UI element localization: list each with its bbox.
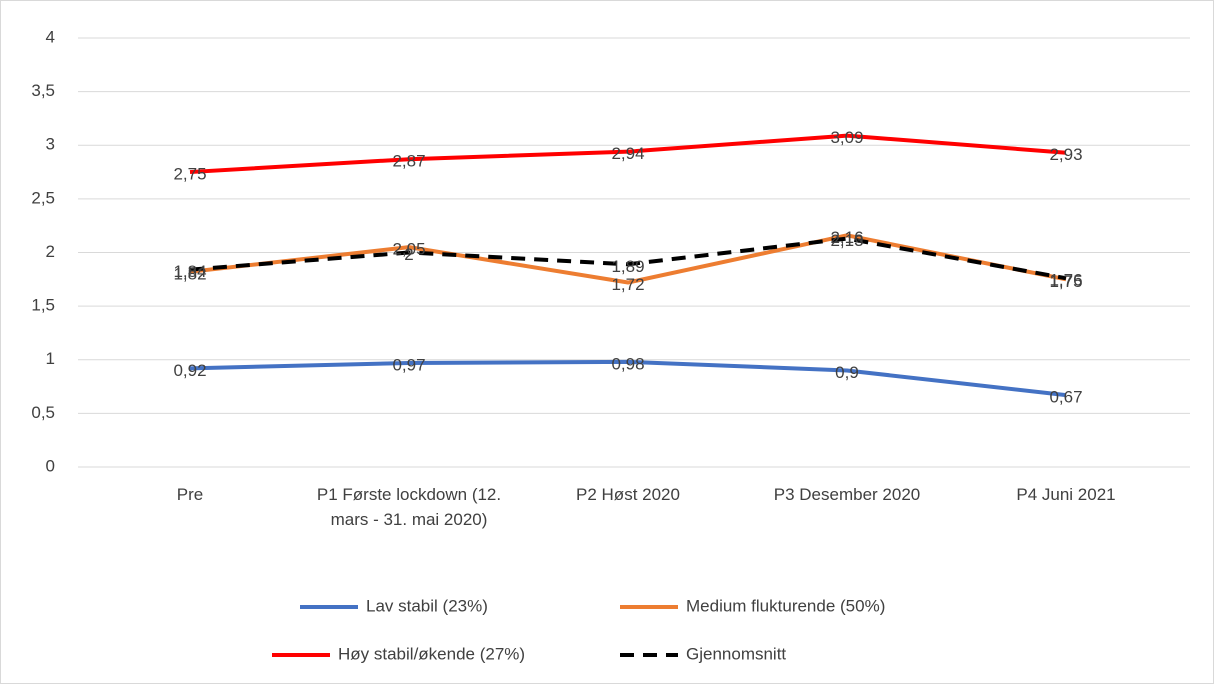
data-label: 2,05 <box>392 240 425 259</box>
series-line <box>189 236 1067 281</box>
x-tick-label: P1 Første lockdown (12. mars - 31. mai 2… <box>316 485 502 529</box>
x-tick-label-box: P1 Første lockdown (12. mars - 31. mai 2… <box>316 485 502 529</box>
series-line <box>189 359 1067 398</box>
data-label: 1,82 <box>173 264 206 283</box>
x-tick-label-box: P4 Juni 2021 <box>1016 485 1116 504</box>
y-tick-label: 0,5 <box>31 403 55 422</box>
legend-label: Gjennomsnitt <box>686 644 786 663</box>
data-label: 0,97 <box>392 355 425 374</box>
y-tick-label: 1,5 <box>31 296 55 315</box>
y-tick-label: 1 <box>46 349 55 368</box>
y-tick-label: 3,5 <box>31 81 55 100</box>
x-tick-label-box: Pre <box>176 485 204 504</box>
x-tick-label: P3 Desember 2020 <box>773 485 921 504</box>
data-label: 0,9 <box>835 363 859 382</box>
x-tick-label: P4 Juni 2021 <box>1016 485 1116 504</box>
legend-label: Lav stabil (23%) <box>366 596 488 615</box>
data-label: 2,13 <box>830 231 863 250</box>
data-label: 2,87 <box>392 152 425 171</box>
data-label: 2,75 <box>173 165 206 184</box>
y-tick-label: 3 <box>46 135 55 154</box>
data-label: 2,94 <box>611 144 644 163</box>
y-tick-label: 2,5 <box>31 188 55 207</box>
x-tick-label-box: P2 Høst 2020 <box>576 485 680 504</box>
data-label: 1,84 <box>173 262 206 281</box>
data-label: 2,16 <box>830 228 863 247</box>
x-tick-label: Pre <box>176 485 204 504</box>
data-label: 2 <box>404 245 413 264</box>
x-tick-label-box: P3 Desember 2020 <box>773 485 921 504</box>
data-label: 0,98 <box>611 354 644 373</box>
data-label: 0,92 <box>173 361 206 380</box>
data-label: 1,75 <box>1049 272 1082 291</box>
data-label: 2,93 <box>1049 145 1082 164</box>
data-label: 1,89 <box>611 257 644 276</box>
data-label: 1,76 <box>1049 271 1082 290</box>
x-tick-label: P2 Høst 2020 <box>576 485 680 504</box>
y-tick-label: 4 <box>46 27 55 46</box>
series-line <box>189 133 1067 175</box>
data-label: 0,67 <box>1049 388 1082 407</box>
y-tick-label: 0 <box>46 456 55 475</box>
data-label: 1,72 <box>611 275 644 294</box>
data-label: 3,09 <box>830 128 863 147</box>
y-tick-label: 2 <box>46 242 55 261</box>
series-line <box>189 233 1067 285</box>
legend-label: Høy stabil/økende (27%) <box>338 644 525 663</box>
legend-label: Medium flukturende (50%) <box>686 596 885 615</box>
